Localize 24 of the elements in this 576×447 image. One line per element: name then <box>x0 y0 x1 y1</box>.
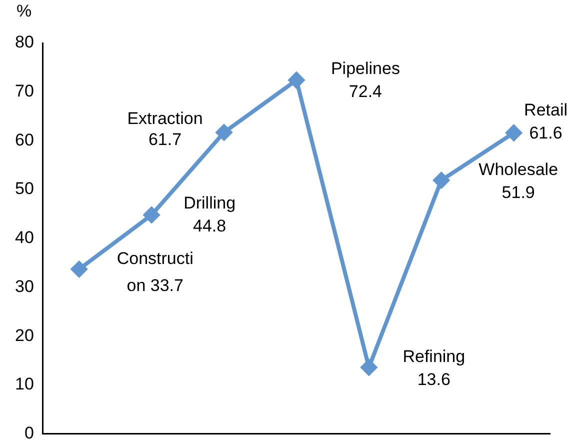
y-tick-label: 60 <box>14 130 34 150</box>
y-tick-label: 80 <box>14 32 34 52</box>
y-tick-label: 50 <box>14 179 34 198</box>
point <box>433 172 450 188</box>
data-label: Constructi on 33.7 <box>116 248 194 295</box>
point <box>360 359 377 376</box>
y-tick-label: 20 <box>14 326 34 345</box>
point <box>506 124 522 141</box>
point <box>288 72 304 88</box>
y-tick-label: 10 <box>14 374 34 394</box>
y-tick-label: 70 <box>14 82 34 101</box>
point <box>144 206 160 223</box>
data-label: Wholesale 51.9 <box>478 160 558 202</box>
y-tick-label: 30 <box>14 276 34 296</box>
data-label: Pipelines 72.4 <box>330 58 400 101</box>
point <box>71 261 88 278</box>
data-label: Retail 61.6 <box>524 100 568 143</box>
data-label: Refining 13.6 <box>402 347 466 390</box>
point <box>216 124 232 140</box>
y-tick-label: 40 <box>14 228 34 248</box>
data-label: Extraction 61.7 <box>127 109 203 150</box>
y-tick-label: 0 <box>24 423 34 442</box>
y-axis-title: % <box>16 2 32 21</box>
data-label: Drilling 44.8 <box>184 194 236 236</box>
